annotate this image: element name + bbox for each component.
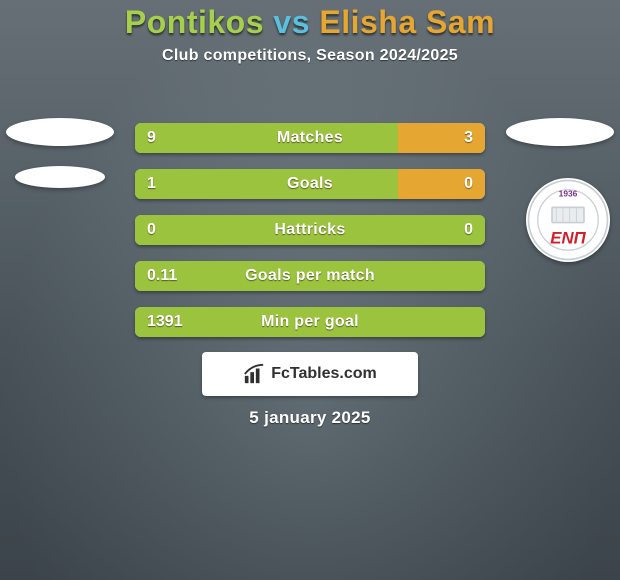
stat-bar: Goals per match0.11 [135,261,485,291]
bar-left-fill [135,261,485,291]
bar-right-fill [398,169,486,199]
title-player-right: Elisha Sam [319,4,495,40]
badge-monogram: ENП [550,229,586,248]
ellipse-shape [15,166,105,188]
bar-left-fill [135,215,485,245]
stat-bar: Goals10 [135,169,485,199]
stat-bar: Hattricks00 [135,215,485,245]
page-subtitle: Club competitions, Season 2024/2025 [0,47,620,65]
brand-text: FcTables.com [271,365,377,383]
brand-box: FcTables.com [202,352,418,396]
bar-left-fill [135,169,398,199]
bar-right-fill [398,123,486,153]
comparison-bars: Matches93 Goals10 Hattricks00 Goals per mat… [135,123,485,353]
right-placeholder-shapes [500,118,620,166]
bars-icon [243,363,265,385]
page-title: Pontikos vs Elisha Sam [0,0,620,41]
title-player-left: Pontikos [125,4,264,40]
ellipse-shape [506,118,614,146]
badge-year: 1936 [559,188,578,198]
comparison-infographic: Pontikos vs Elisha Sam Club competitions… [0,0,620,580]
bar-left-fill [135,307,485,337]
club-badge: 1936 ENП [526,178,610,262]
title-vs: vs [264,4,319,40]
left-placeholder-shapes [0,118,120,188]
stat-bar: Matches93 [135,123,485,153]
stat-bar: Min per goal1391 [135,307,485,337]
club-badge-svg: 1936 ENП [526,178,610,262]
bar-left-fill [135,123,398,153]
infographic-date: 5 january 2025 [0,408,620,428]
ellipse-shape [6,118,114,146]
